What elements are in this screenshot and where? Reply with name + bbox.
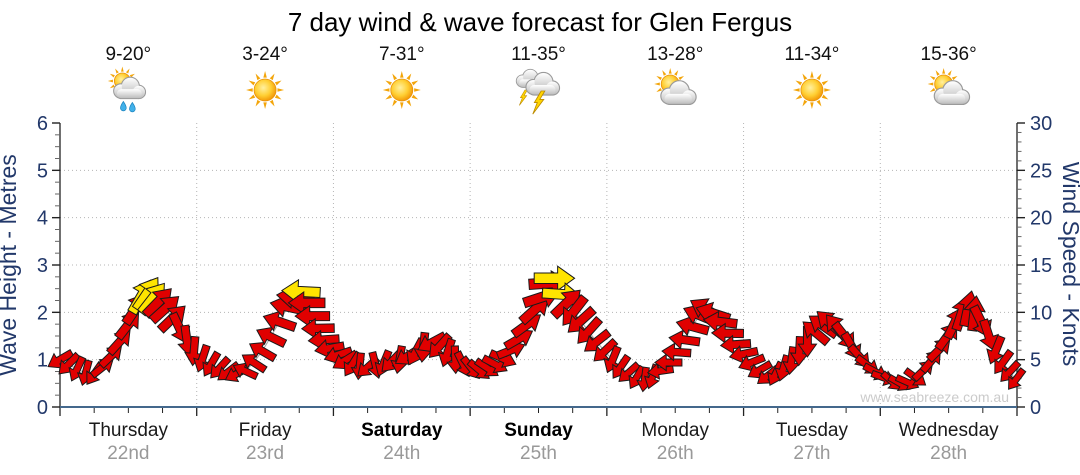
wind-arrow bbox=[738, 353, 767, 372]
right-axis-tick-label: 5 bbox=[1030, 350, 1041, 372]
left-axis-tick-label: 2 bbox=[37, 302, 48, 324]
wind-arrow bbox=[562, 294, 589, 326]
right-axis-tick-label: 0 bbox=[1030, 397, 1041, 419]
right-axis-tick-label: 10 bbox=[1030, 302, 1052, 324]
wind-arrow bbox=[702, 310, 738, 333]
weather-icon-storm bbox=[515, 68, 561, 115]
wind-arrow bbox=[661, 342, 692, 362]
day-date-label: 23rd bbox=[246, 443, 284, 464]
left-axis-tick-label: 0 bbox=[37, 397, 48, 419]
day-date-label: 24th bbox=[383, 443, 420, 464]
wind-arrow bbox=[719, 334, 752, 355]
temp-range-label: 7-31° bbox=[379, 44, 425, 65]
wind-arrow bbox=[654, 353, 683, 372]
cloud bbox=[525, 71, 561, 96]
wind-arrow bbox=[567, 305, 597, 333]
raindrop bbox=[129, 101, 136, 113]
wind-arrow bbox=[262, 310, 298, 333]
right-axis-tick-label: 25 bbox=[1030, 160, 1052, 182]
left-axis-tick-label: 3 bbox=[37, 255, 48, 277]
wind-arrow bbox=[797, 326, 818, 358]
cloud bbox=[113, 76, 147, 100]
wind-arrow bbox=[728, 345, 759, 364]
weather-icon-sunny bbox=[382, 71, 421, 109]
sun-disc bbox=[253, 78, 277, 102]
wind-arrow bbox=[148, 296, 180, 325]
temp-range-label: 11-35° bbox=[511, 44, 566, 65]
raindrop bbox=[120, 100, 127, 112]
page-title: 7 day wind & wave forecast for Glen Ferg… bbox=[287, 7, 793, 37]
weather-icon-sunny bbox=[246, 71, 285, 109]
day-name-label: Monday bbox=[641, 420, 709, 441]
day-name-label: Saturday bbox=[361, 420, 443, 441]
wind-arrow bbox=[994, 348, 1015, 375]
day-name-label: Sunday bbox=[504, 420, 573, 441]
temp-range-label: 13-28° bbox=[647, 44, 703, 65]
day-date-label: 28th bbox=[930, 443, 967, 464]
wind-arrow bbox=[710, 322, 745, 344]
wind-arrow bbox=[241, 353, 268, 374]
day-name-label: Friday bbox=[239, 420, 292, 441]
y-left-axis-title: Wave Height - Metres bbox=[0, 154, 21, 376]
wind-arrow bbox=[428, 332, 453, 359]
day-date-label: 27th bbox=[793, 443, 830, 464]
day-date-label: 26th bbox=[657, 443, 694, 464]
wind-arrow bbox=[184, 335, 204, 367]
temp-range-label: 11-34° bbox=[785, 44, 840, 65]
wind-arrow bbox=[675, 315, 710, 337]
day-headers: 9-20° 3-24° 7-31° 11-35° 13-28° 11-34° 15-36° bbox=[106, 44, 977, 115]
weather-icon-sunny bbox=[792, 71, 831, 109]
sun-disc bbox=[390, 78, 414, 102]
left-axis-tick-label: 6 bbox=[37, 113, 48, 135]
wind-arrow bbox=[294, 304, 331, 328]
wind-arrow bbox=[1008, 367, 1027, 390]
weather-icon-shower bbox=[107, 66, 147, 113]
lightning-bolt bbox=[519, 89, 528, 106]
day-name-label: Thursday bbox=[89, 420, 169, 441]
day-date-label: 22nd bbox=[107, 443, 149, 464]
left-axis-tick-label: 4 bbox=[37, 208, 48, 230]
wind-arrow bbox=[979, 318, 1000, 351]
wind-arrow bbox=[287, 290, 326, 315]
temp-range-label: 15-36° bbox=[921, 44, 977, 65]
wind-arrow bbox=[256, 326, 288, 349]
y-right-axis-title: Wind Speed - Knots bbox=[1058, 162, 1080, 367]
right-axis-tick-label: 20 bbox=[1030, 208, 1052, 230]
day-name-label: Wednesday bbox=[899, 420, 999, 441]
wind-arrow bbox=[437, 337, 456, 368]
wind-arrow bbox=[232, 362, 259, 381]
wind-arrow bbox=[577, 315, 604, 344]
right-axis-tick-label: 30 bbox=[1030, 113, 1052, 135]
day-date-label: 25th bbox=[520, 443, 557, 464]
right-axis-tick-label: 15 bbox=[1030, 255, 1052, 277]
wind-arrow bbox=[1000, 359, 1022, 382]
temp-range-label: 3-24° bbox=[242, 44, 288, 65]
temp-range-label: 9-20° bbox=[106, 44, 152, 65]
wind-arrow bbox=[593, 337, 619, 362]
cloud bbox=[660, 80, 697, 106]
weather-icon-partly bbox=[927, 68, 971, 106]
left-axis-tick-label: 1 bbox=[37, 350, 48, 372]
weather-icon-partly bbox=[654, 68, 697, 106]
wind-arrow bbox=[300, 317, 335, 340]
sun-disc bbox=[800, 78, 824, 102]
wind-arrow bbox=[248, 341, 278, 363]
cloud bbox=[933, 80, 971, 106]
wind-arrow bbox=[668, 329, 701, 350]
wind-arrow bbox=[314, 339, 346, 359]
wind-arrow bbox=[789, 335, 809, 367]
wind-arrow-series bbox=[47, 265, 1027, 393]
wind-arrow bbox=[774, 354, 792, 382]
day-name-label: Tuesday bbox=[776, 420, 849, 441]
axes: 0 1 2 3 4 5 6 0 5 10 15 20 25 30 Wave Height - Metres W… bbox=[0, 113, 1080, 419]
wind-arrow bbox=[986, 334, 1006, 365]
lightning-bolt bbox=[532, 90, 546, 115]
left-axis-tick-label: 5 bbox=[37, 160, 48, 182]
watermark-text: www.seabreeze.com.au bbox=[859, 389, 1009, 405]
